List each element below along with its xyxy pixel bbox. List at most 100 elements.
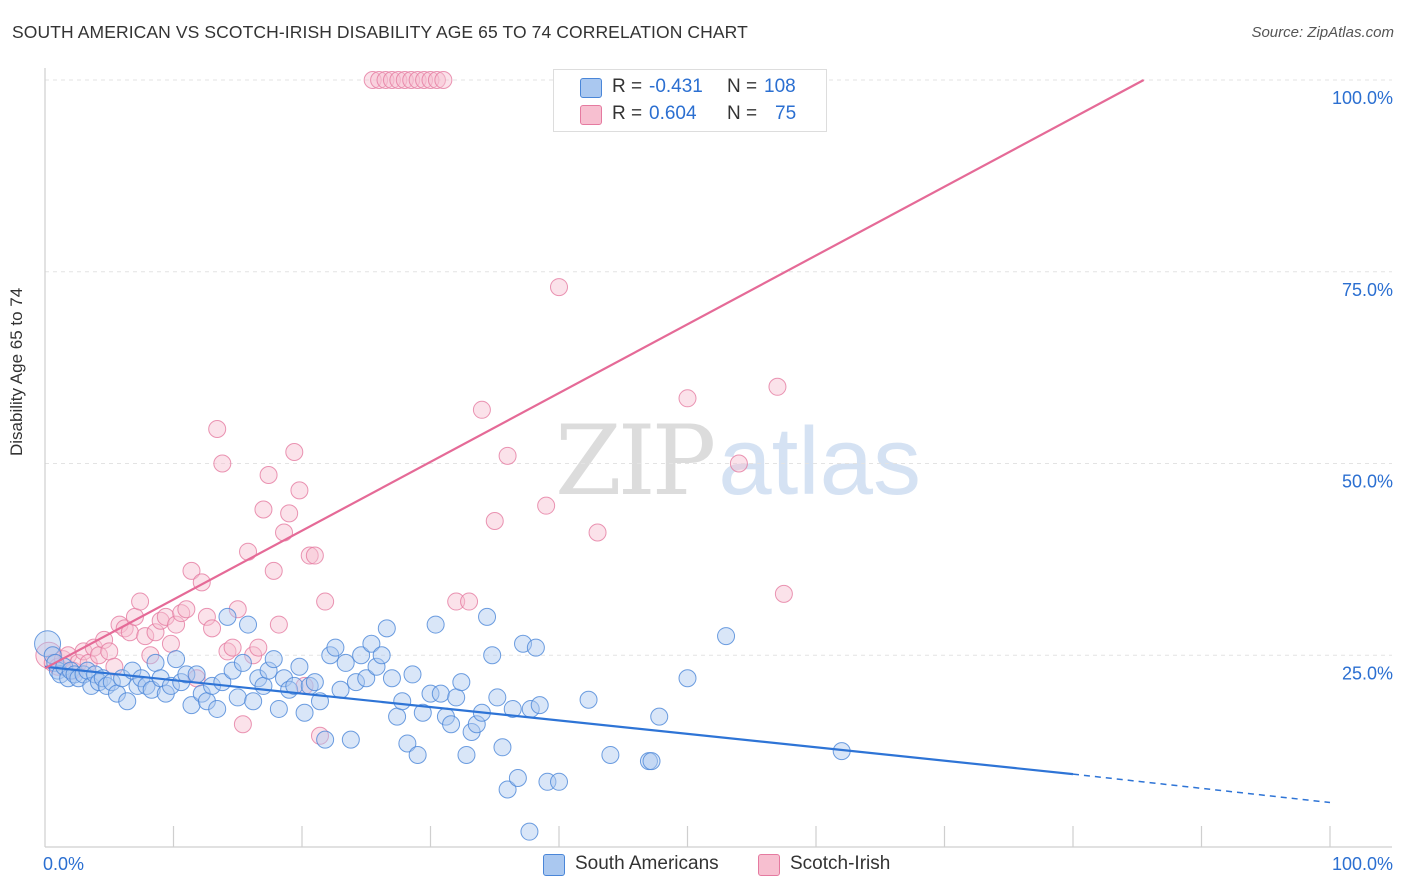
legend-r-value: 0.604 [649,103,697,124]
point-south-americans [398,734,417,753]
point-south-americans [316,730,335,749]
point-south-americans [601,745,620,764]
point-scotch-irish [550,278,568,297]
point-south-americans [362,634,381,653]
x-tick-label: 0.0% [43,854,84,874]
legend-r-label: R = [612,103,643,124]
point-south-americans [161,676,180,695]
point-scotch-irish [678,389,697,408]
point-south-americans [382,669,401,688]
point-scotch-irish [537,496,556,515]
y-tick-label: 75.0% [1342,280,1393,300]
point-south-americans [579,690,598,709]
point-south-americans [239,615,258,634]
point-south-americans [290,657,309,676]
point-south-americans [526,638,545,657]
point-south-americans [177,665,196,684]
legend-n-label: N = [727,103,758,124]
point-south-americans [467,715,486,734]
point-scotch-irish [285,442,304,461]
legend-label-scotch-irish: Scotch-Irish [790,853,891,874]
x-tick-label: 100.0% [1332,854,1393,874]
trendline-south-americans-extension [1072,773,1331,804]
point-scotch-irish [382,71,401,89]
trendline-scotch-irish [44,79,1145,670]
point-south-americans [269,699,288,718]
point-scotch-irish [305,546,324,565]
point-south-americans [483,646,502,665]
legend-label-south-americans: South Americans [575,853,719,874]
point-south-americans [259,661,278,680]
point-scotch-irish [254,500,273,519]
point-south-americans [498,780,517,799]
point-scotch-irish [239,542,258,561]
point-scotch-irish [69,653,88,672]
point-scotch-irish [156,607,175,626]
point-south-americans [550,772,568,791]
point-scotch-irish [472,400,491,419]
point-scotch-irish [280,504,299,523]
point-south-americans [650,707,669,726]
point-scotch-irish [389,71,408,89]
point-south-americans [493,738,512,757]
point-south-americans [377,619,396,638]
point-scotch-irish [264,561,283,580]
source-label: Source: ZipAtlas.com [1251,24,1394,41]
point-south-americans [187,665,206,684]
point-south-americans [642,752,661,771]
point-south-americans [295,703,314,722]
point-south-americans [118,692,137,711]
point-south-americans [228,688,247,707]
point-south-americans [457,745,476,764]
point-scotch-irish [395,71,414,89]
point-scotch-irish [290,481,309,500]
trendline-south-americans [44,665,1074,776]
point-scotch-irish [259,466,278,485]
legend-n-value: 108 [764,76,796,97]
legend-n-label: N = [727,76,758,97]
point-south-americans [426,615,445,634]
point-south-americans [678,669,697,688]
point-scotch-irish [197,607,216,626]
point-south-americans [452,673,471,692]
y-tick-label: 100.0% [1332,88,1393,108]
point-scotch-irish [208,419,227,438]
point-south-americans [341,730,360,749]
legend-swatch-scotch-irish [580,105,602,125]
point-south-americans [408,745,427,764]
point-scotch-irish [729,454,748,473]
point-south-americans [34,630,62,658]
point-scotch-irish [774,584,793,603]
point-south-americans [182,696,201,715]
point-scotch-irish [363,71,382,89]
point-scotch-irish [498,446,517,465]
point-south-americans [275,669,294,688]
point-south-americans [218,607,237,626]
point-scotch-irish [223,638,242,657]
legend-swatch-south-americans [580,78,602,98]
legend-row-scotch-irish: R = 0.604 N = 75 [554,102,826,128]
point-south-americans [393,692,412,711]
point-south-americans [442,715,461,734]
point-scotch-irish [434,71,453,89]
point-scotch-irish [100,642,119,661]
point-south-americans [244,692,263,711]
point-scotch-irish [485,512,504,531]
point-scotch-irish [146,623,165,642]
y-tick-label: 50.0% [1342,472,1393,492]
legend-n-value: 75 [775,103,797,124]
legend-swatch-scotch-irish [758,854,780,876]
point-south-americans [503,699,522,718]
point-scotch-irish [376,71,395,89]
point-south-americans [357,669,376,688]
point-south-americans [367,657,386,676]
point-scotch-irish [203,619,222,638]
correlation-legend: R = -0.431 N = 108 R = 0.604 N = 75 [553,69,827,132]
y-axis-label: Disability Age 65 to 74 [7,287,26,456]
point-scotch-irish [316,592,335,611]
point-scotch-irish [588,523,607,542]
point-scotch-irish [213,454,232,473]
point-south-americans [146,653,165,672]
point-scotch-irish [370,71,389,89]
